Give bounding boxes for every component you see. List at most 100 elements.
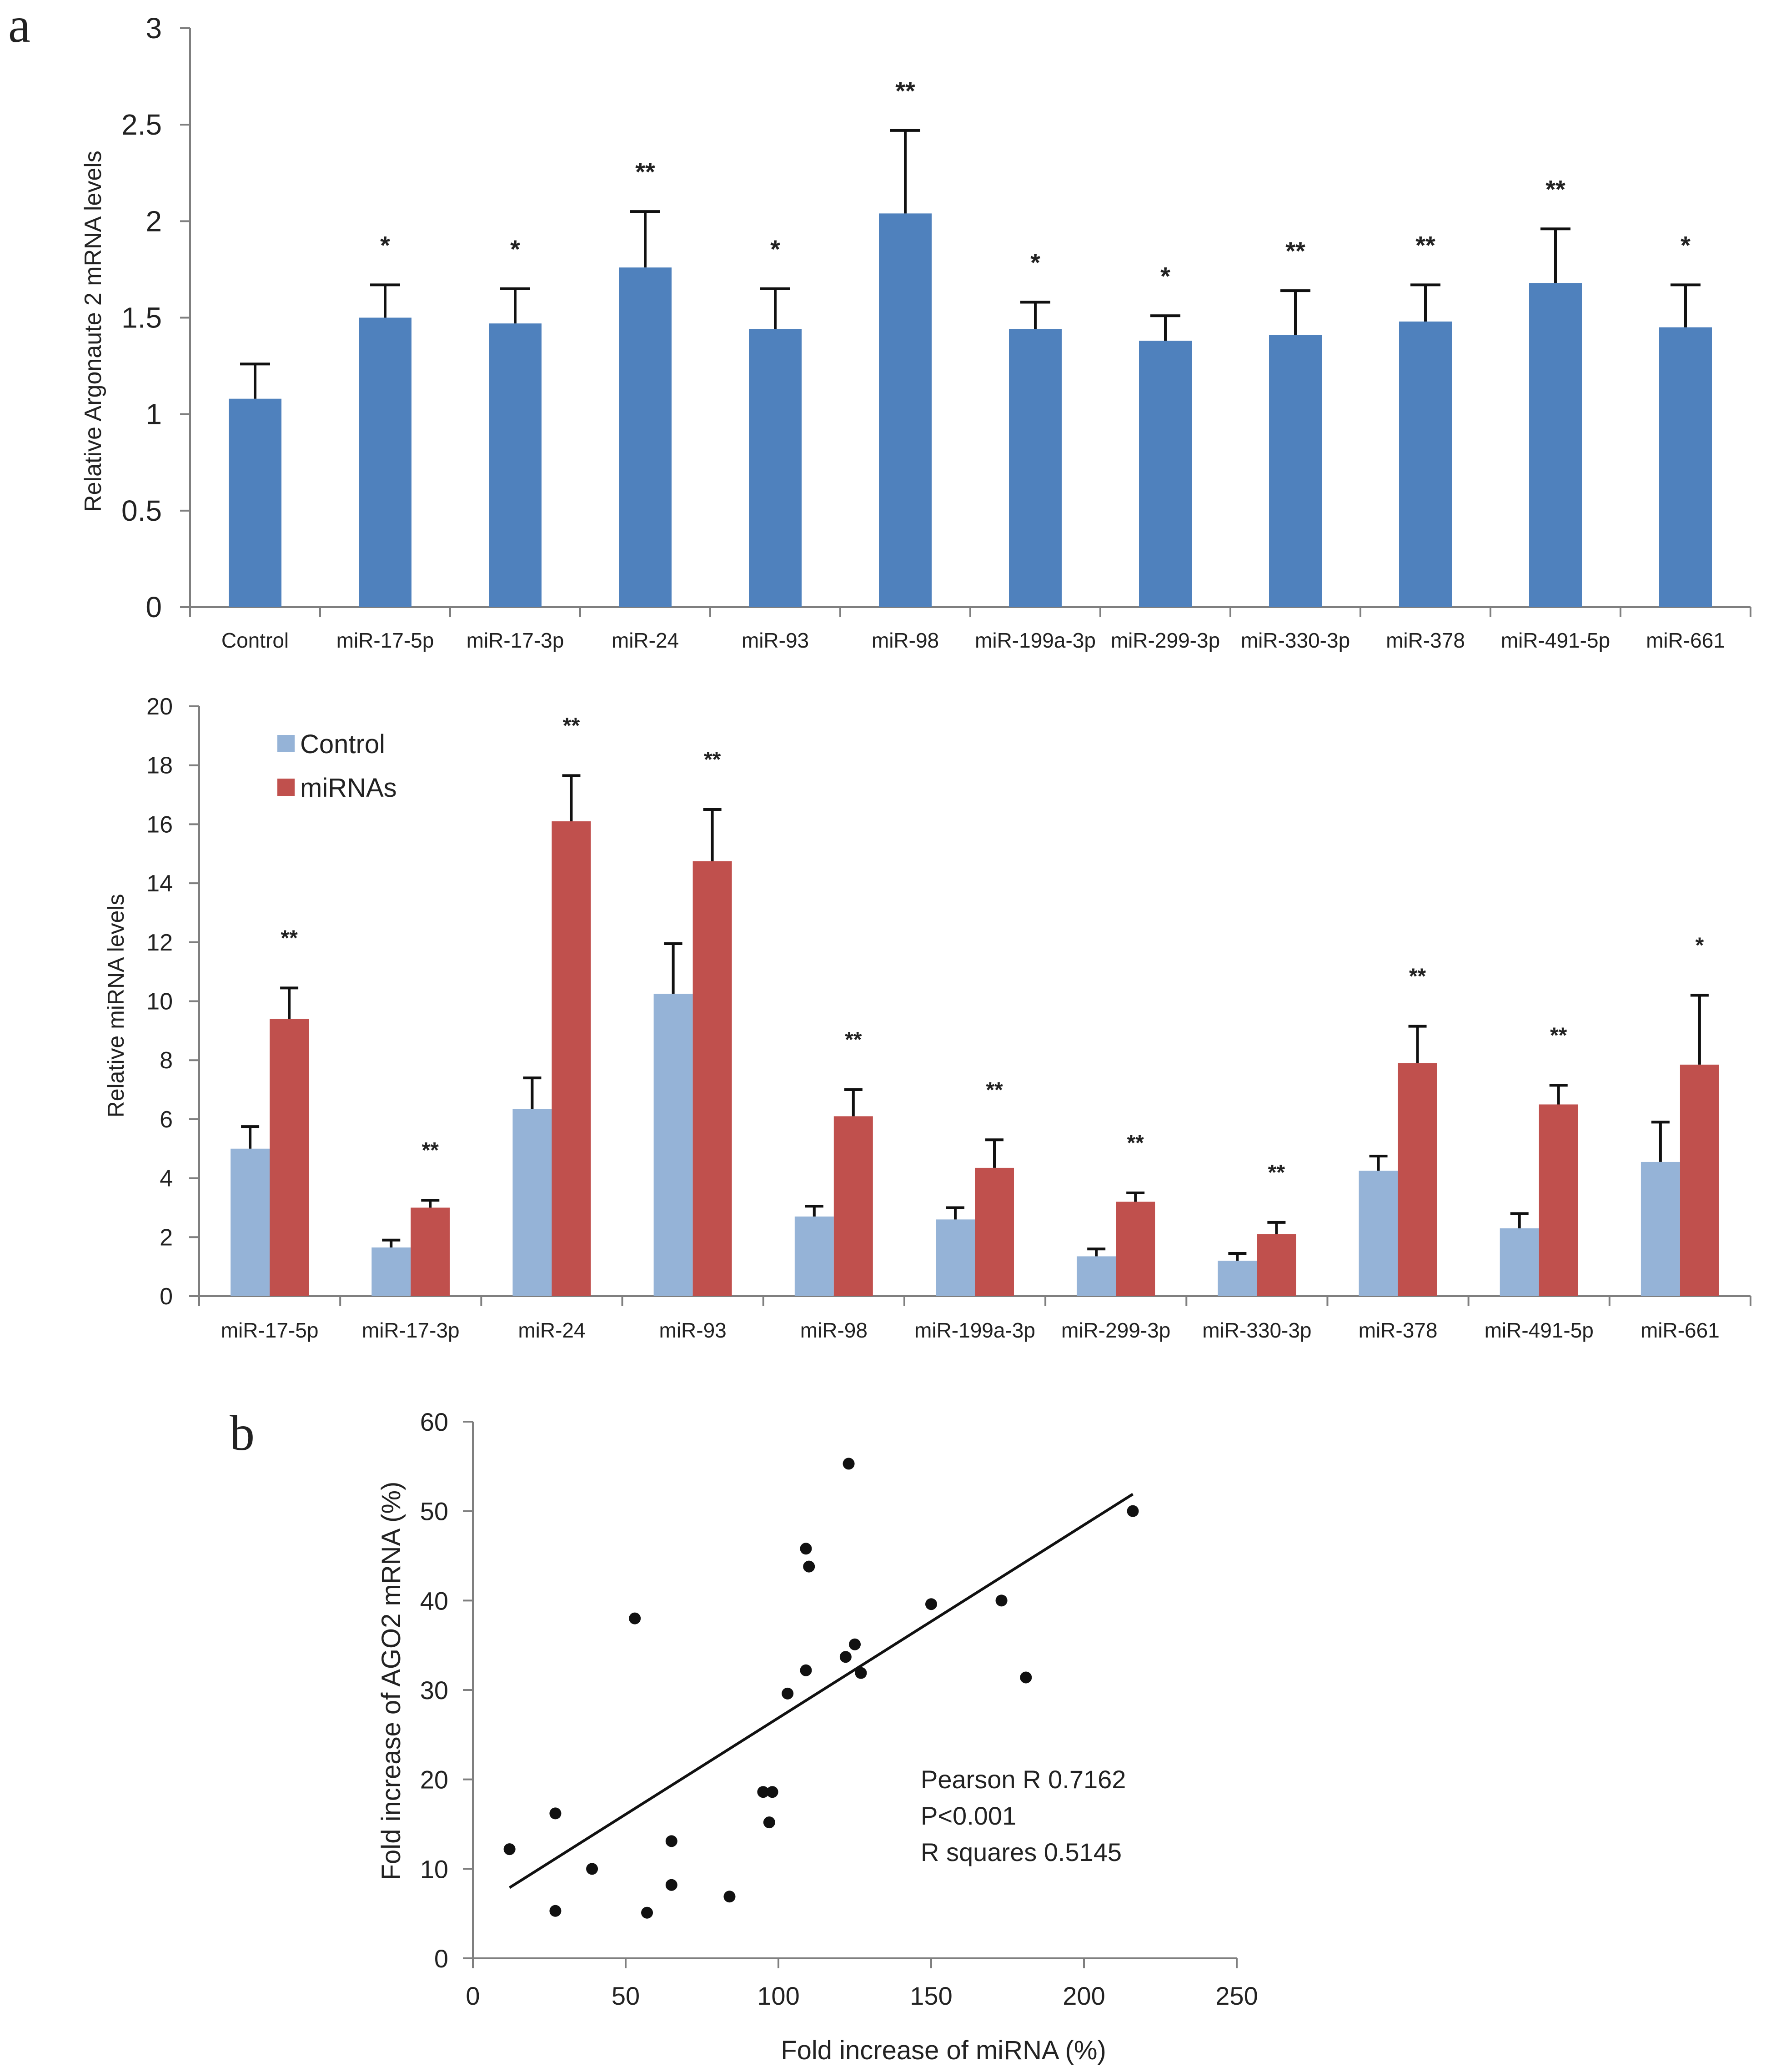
- y-tick-label: 18: [146, 753, 173, 779]
- x-tick-label: miR-330-3p: [1241, 629, 1350, 652]
- y-tick-label: 0: [145, 591, 162, 624]
- significance-marker: *: [1696, 934, 1704, 958]
- data-point: [503, 1843, 516, 1856]
- bar-miR-24: [619, 267, 672, 607]
- bar-Control-miR-491-5p: [1500, 1228, 1539, 1296]
- x-tick-label: miR-93: [742, 629, 809, 652]
- bar-Control-miR-330-3p: [1218, 1261, 1257, 1296]
- y-tick-label: 2.5: [121, 108, 162, 141]
- data-point: [723, 1891, 736, 1903]
- bar-Control-miR-98: [794, 1216, 834, 1296]
- bar-miR-661: [1659, 327, 1712, 607]
- x-tick-label: miR-378: [1386, 629, 1465, 652]
- x-tick-label: 150: [910, 1981, 952, 2010]
- significance-marker: **: [1415, 231, 1435, 259]
- significance-marker: **: [563, 714, 580, 738]
- legend-label: miRNAs: [300, 773, 397, 803]
- x-tick-label: miR-661: [1646, 629, 1725, 652]
- data-point: [800, 1543, 812, 1555]
- significance-marker: **: [845, 1028, 862, 1052]
- y-tick-label: 8: [160, 1047, 173, 1074]
- correlation-scatter-plot: 0 10 20 30 40 50 60 0 50 100 150 200 250 Fold increas…: [376, 1408, 1258, 2065]
- bar-miR-17-3p: [489, 323, 542, 607]
- data-point: [855, 1667, 867, 1679]
- y-tick-label: 14: [146, 870, 173, 897]
- y-tick-label: 2: [145, 205, 162, 237]
- x-tick-label: miR-17-5p: [221, 1318, 319, 1342]
- bar-Control-miR-17-5p: [231, 1148, 270, 1296]
- data-point: [782, 1687, 794, 1700]
- y-tick-label: 20: [420, 1765, 448, 1794]
- y-tick-label: 50: [420, 1497, 448, 1526]
- data-point: [665, 1879, 677, 1891]
- x-tick-label: miR-93: [659, 1318, 727, 1342]
- x-tick-label: 100: [757, 1981, 799, 2010]
- bar-miRNAs-miR-491-5p: [1539, 1104, 1578, 1296]
- x-tick-label: miR-491-5p: [1485, 1318, 1594, 1342]
- data-point: [665, 1835, 677, 1847]
- significance-marker: *: [510, 235, 520, 263]
- bar-miRNAs-miR-17-3p: [411, 1207, 450, 1296]
- legend-swatch-Control: [277, 735, 295, 752]
- y-tick-label: 0: [434, 1944, 448, 1973]
- bar-miRNAs-miR-24: [552, 821, 591, 1296]
- significance-marker: **: [1268, 1161, 1285, 1185]
- significance-marker: **: [1285, 236, 1305, 265]
- x-tick-label: miR-17-5p: [336, 629, 434, 652]
- significance-marker: **: [1127, 1131, 1144, 1155]
- stats-annotation: R squares 0.5145: [921, 1838, 1122, 1866]
- bar-miR-98: [879, 213, 932, 607]
- y-tick-label: 10: [146, 989, 173, 1015]
- bar-miRNAs-miR-93: [692, 861, 732, 1296]
- bar-miRNAs-miR-299-3p: [1116, 1202, 1155, 1296]
- argonaute2-bar-chart: 0 0.5 1 1.5 2 2.5 3 Relative Argonaute 2 mRNA l…: [80, 12, 1751, 652]
- significance-marker: *: [770, 235, 780, 263]
- x-tick-label: 0: [466, 1981, 480, 2010]
- bar-Control-miR-93: [653, 994, 693, 1296]
- x-tick-label: miR-199a-3p: [914, 1318, 1035, 1342]
- y-tick-label: 1: [145, 398, 162, 431]
- y-axis-title: Fold increase of AGO2 mRNA (%): [376, 1482, 406, 1881]
- x-tick-label: miR-661: [1641, 1318, 1720, 1342]
- bar-Control-miR-199a-3p: [936, 1219, 975, 1296]
- x-tick-label: miR-98: [800, 1318, 868, 1342]
- data-point: [549, 1905, 562, 1917]
- bar-miRNAs-miR-199a-3p: [975, 1167, 1014, 1296]
- data-point: [800, 1664, 812, 1676]
- data-point: [629, 1612, 641, 1624]
- data-point: [843, 1458, 855, 1470]
- significance-marker: **: [1550, 1023, 1567, 1047]
- bar-miRNAs-miR-98: [833, 1116, 873, 1296]
- x-tick-label: miR-17-3p: [467, 629, 564, 652]
- x-tick-label: miR-491-5p: [1501, 629, 1610, 652]
- bar-miR-199a-3p: [1009, 329, 1062, 607]
- data-point: [586, 1863, 598, 1875]
- x-tick-label: 250: [1215, 1981, 1258, 2010]
- y-tick-label: 40: [420, 1586, 448, 1615]
- bar-miR-378: [1399, 321, 1452, 607]
- x-tick-label: miR-24: [518, 1318, 585, 1342]
- stats-annotation: Pearson R 0.7162: [921, 1765, 1126, 1794]
- x-tick-label: 200: [1063, 1981, 1105, 2010]
- x-tick-label: miR-378: [1359, 1318, 1438, 1342]
- x-tick-label: miR-299-3p: [1061, 1318, 1170, 1342]
- y-tick-label: 16: [146, 811, 173, 838]
- legend-label: Control: [300, 729, 385, 759]
- significance-marker: **: [422, 1138, 439, 1162]
- bar-miRNAs-miR-661: [1680, 1064, 1719, 1296]
- x-tick-label: miR-330-3p: [1202, 1318, 1311, 1342]
- x-tick-label: 50: [612, 1981, 640, 2010]
- data-point: [925, 1598, 937, 1610]
- data-point: [1020, 1671, 1032, 1684]
- bar-miRNAs-miR-330-3p: [1257, 1234, 1296, 1296]
- y-tick-label: 3: [145, 12, 162, 45]
- x-tick-label: miR-299-3p: [1111, 629, 1220, 652]
- panel-label-b: b: [230, 1405, 255, 1461]
- data-point: [849, 1638, 861, 1650]
- significance-marker: **: [986, 1078, 1003, 1102]
- bar-Control-miR-24: [512, 1109, 552, 1296]
- data-point: [766, 1786, 778, 1798]
- y-tick-label: 30: [420, 1676, 448, 1705]
- bar-miRNAs-miR-17-5p: [270, 1019, 309, 1296]
